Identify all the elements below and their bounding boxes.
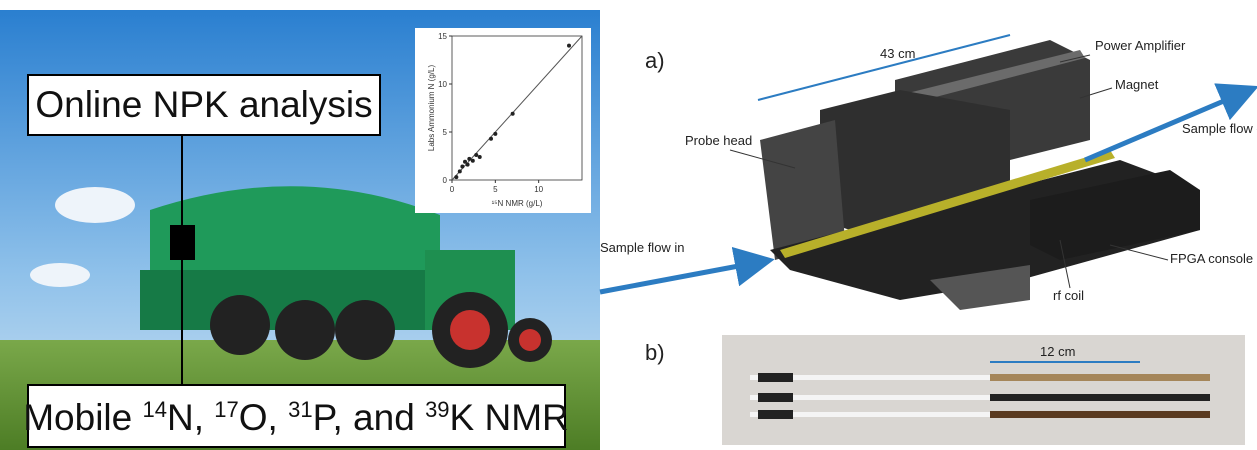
y-axis-label: Labs Ammonium N (g/L): [427, 65, 436, 152]
point: [567, 44, 571, 48]
point: [458, 169, 462, 173]
caption-part: N,: [167, 397, 214, 438]
superscript: 39: [425, 397, 449, 422]
point: [454, 175, 458, 179]
point: [511, 112, 515, 116]
panel-label: b): [645, 340, 665, 365]
x-tick-label: 5: [493, 185, 498, 194]
x-tick-label: 10: [534, 185, 543, 194]
label: rf coil: [1053, 288, 1084, 303]
flow-in-arrow: [600, 262, 760, 292]
label: Probe head: [685, 133, 752, 148]
superscript: 31: [288, 397, 312, 422]
title-box-text: Online NPK analysis: [35, 84, 372, 125]
probe-photo: [722, 335, 1245, 445]
point: [489, 137, 493, 141]
superscript: 14: [143, 397, 167, 422]
caption-part: Mobile: [23, 397, 142, 438]
x-axis-label: ¹⁵N NMR (g/L): [492, 199, 543, 208]
y-tick-label: 5: [443, 128, 448, 137]
length-label: 43 cm: [880, 46, 915, 61]
wrapped-label: Probe head: [685, 133, 752, 148]
label: Magnet: [1115, 77, 1159, 92]
page: {"left_panel": {"title_box": "Online NPK…: [0, 0, 1257, 450]
label: Sample flow out: [1182, 121, 1257, 136]
y-tick-label: 0: [443, 176, 448, 185]
point: [493, 132, 497, 136]
caption-part: O,: [239, 397, 288, 438]
panel-label: a): [645, 48, 665, 73]
figure: Online NPK analysis Mobile 14N, 17O, 31P…: [0, 0, 1257, 450]
y-tick-label: 10: [438, 80, 447, 89]
point: [471, 159, 475, 163]
point: [466, 163, 470, 167]
point: [460, 165, 464, 169]
label: Sample flow in: [600, 240, 685, 255]
x-tick-label: 0: [450, 185, 455, 194]
point: [478, 155, 482, 159]
label: Power Amplifier: [1095, 38, 1186, 53]
point: [474, 153, 478, 157]
caption-part: P, and: [313, 397, 425, 438]
caption-part: K NMR: [450, 397, 569, 438]
y-tick-label: 15: [438, 32, 447, 41]
label: FPGA console: [1170, 251, 1253, 266]
superscript: 17: [214, 397, 238, 422]
length-label: 12 cm: [1040, 344, 1075, 359]
point: [467, 157, 471, 161]
